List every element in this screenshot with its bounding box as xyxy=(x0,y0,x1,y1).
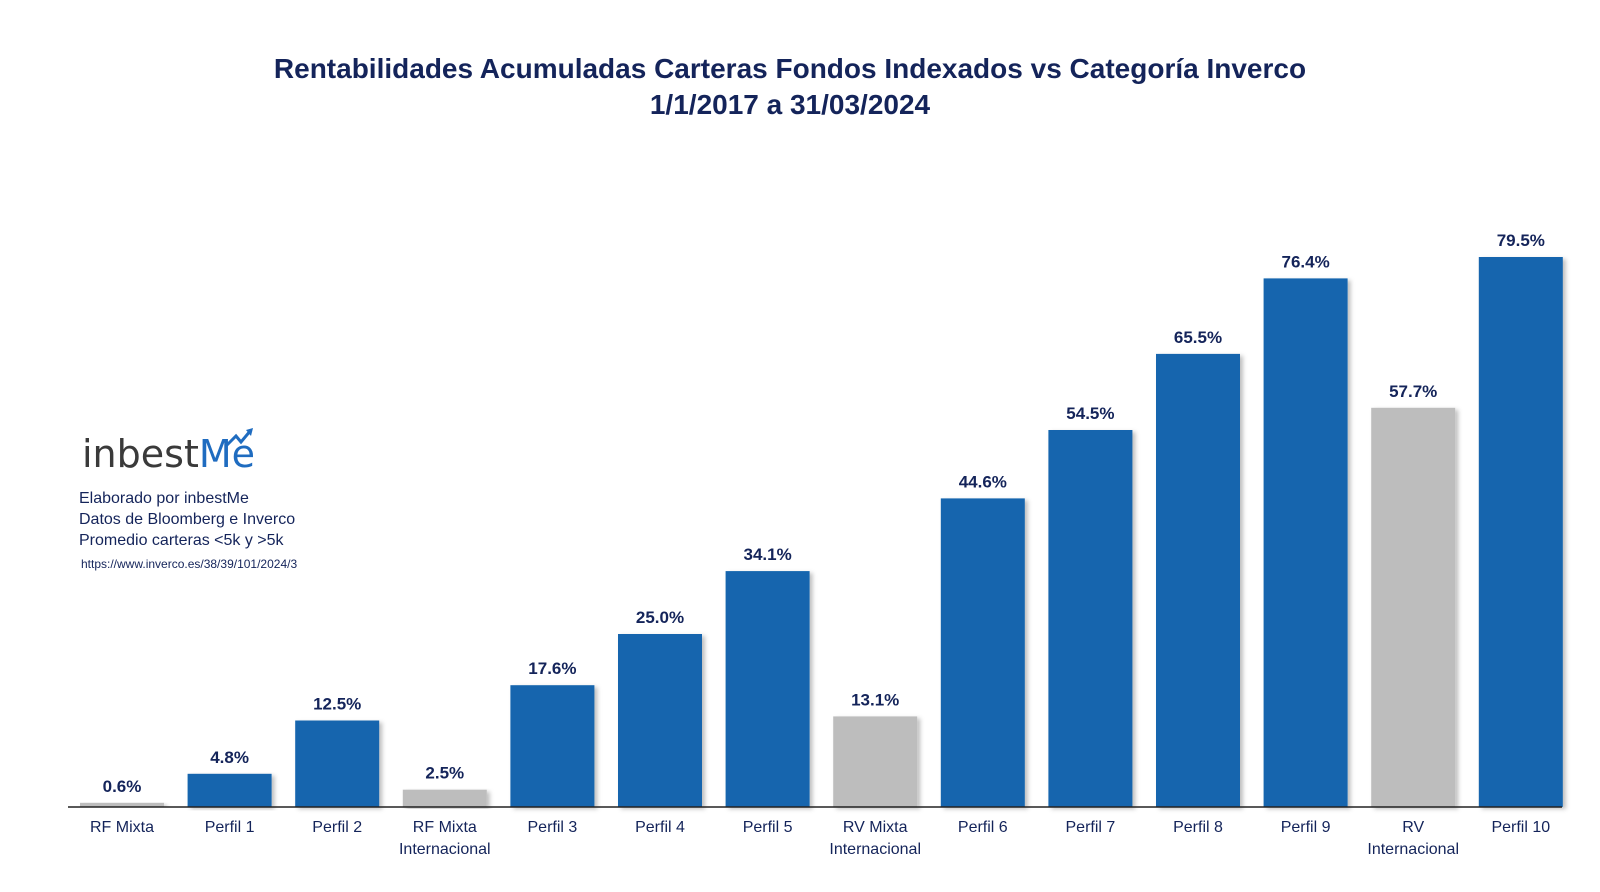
value-label: 4.8% xyxy=(210,748,249,767)
category-label: RV xyxy=(1402,819,1424,836)
category-label: Perfil 1 xyxy=(205,819,255,836)
svg-text:inbestMe: inbestMe xyxy=(82,432,255,476)
category-label: Internacional xyxy=(829,841,921,858)
category-label: Perfil 2 xyxy=(312,819,362,836)
logo-arrowhead-icon xyxy=(246,428,253,436)
bar-7 xyxy=(725,571,810,807)
value-label: 65.5% xyxy=(1174,328,1222,347)
bar-9 xyxy=(940,498,1025,807)
bar-5 xyxy=(510,685,595,807)
value-label: 0.6% xyxy=(103,777,142,796)
bars xyxy=(80,257,1563,807)
category-label: Perfil 10 xyxy=(1491,819,1550,836)
category-label: RF Mixta xyxy=(413,819,477,836)
bar-6 xyxy=(618,634,702,807)
bar-2 xyxy=(187,773,272,807)
bar-13 xyxy=(1371,407,1456,807)
category-label: Internacional xyxy=(1367,841,1459,858)
note-line: Elaborado por inbestMe xyxy=(79,490,249,507)
note-line: Promedio carteras <5k y >5k xyxy=(79,532,285,549)
category-label: RF Mixta xyxy=(90,819,154,836)
category-label: Perfil 5 xyxy=(743,819,793,836)
category-label: Perfil 3 xyxy=(528,819,578,836)
value-label: 13.1% xyxy=(851,690,899,709)
value-label: 57.7% xyxy=(1389,382,1437,401)
value-label: 79.5% xyxy=(1497,231,1545,250)
bar-11 xyxy=(1156,353,1240,807)
chart-title: Rentabilidades Acumuladas Carteras Fondo… xyxy=(274,53,1306,84)
inbestme-logo: inbestMe xyxy=(82,428,255,476)
value-label: 76.4% xyxy=(1281,252,1329,271)
bar-8 xyxy=(833,716,918,807)
logo-arrow-icon xyxy=(224,429,253,448)
bar-10 xyxy=(1048,430,1133,807)
source-url: https://www.inverco.es/38/39/101/2024/3 xyxy=(81,557,297,571)
value-label: 34.1% xyxy=(743,545,791,564)
category-label: Perfil 6 xyxy=(958,819,1008,836)
bar-12 xyxy=(1263,278,1348,807)
chart-subtitle: 1/1/2017 a 31/03/2024 xyxy=(650,89,931,120)
category-label: Perfil 4 xyxy=(635,819,685,836)
category-label: Internacional xyxy=(399,841,491,858)
category-label: Perfil 8 xyxy=(1173,819,1223,836)
bar-4 xyxy=(402,789,487,807)
value-label: 2.5% xyxy=(425,764,464,783)
value-label: 44.6% xyxy=(959,472,1007,491)
category-labels: RF Mixta Perfil 1 Perfil 2 RF Mixta Internac… xyxy=(90,819,1550,858)
value-label: 54.5% xyxy=(1066,404,1114,423)
logo-accent-text: Me xyxy=(199,432,255,476)
bar-3 xyxy=(295,720,380,807)
category-label: Perfil 9 xyxy=(1281,819,1331,836)
bar-14 xyxy=(1478,257,1563,807)
category-label: RV Mixta xyxy=(843,819,908,836)
value-label: 12.5% xyxy=(313,695,361,714)
value-labels: 0.6% 4.8% 12.5% 2.5% 17.6% 25.0% 34.1% 13.1% 44.… xyxy=(103,231,1545,796)
value-label: 17.6% xyxy=(528,659,576,678)
logo-main-text: inbest xyxy=(82,432,199,476)
category-label: Perfil 7 xyxy=(1066,819,1116,836)
bar-1 xyxy=(80,802,164,807)
note-line: Datos de Bloomberg e Inverco xyxy=(79,511,295,528)
value-label: 25.0% xyxy=(636,608,684,627)
